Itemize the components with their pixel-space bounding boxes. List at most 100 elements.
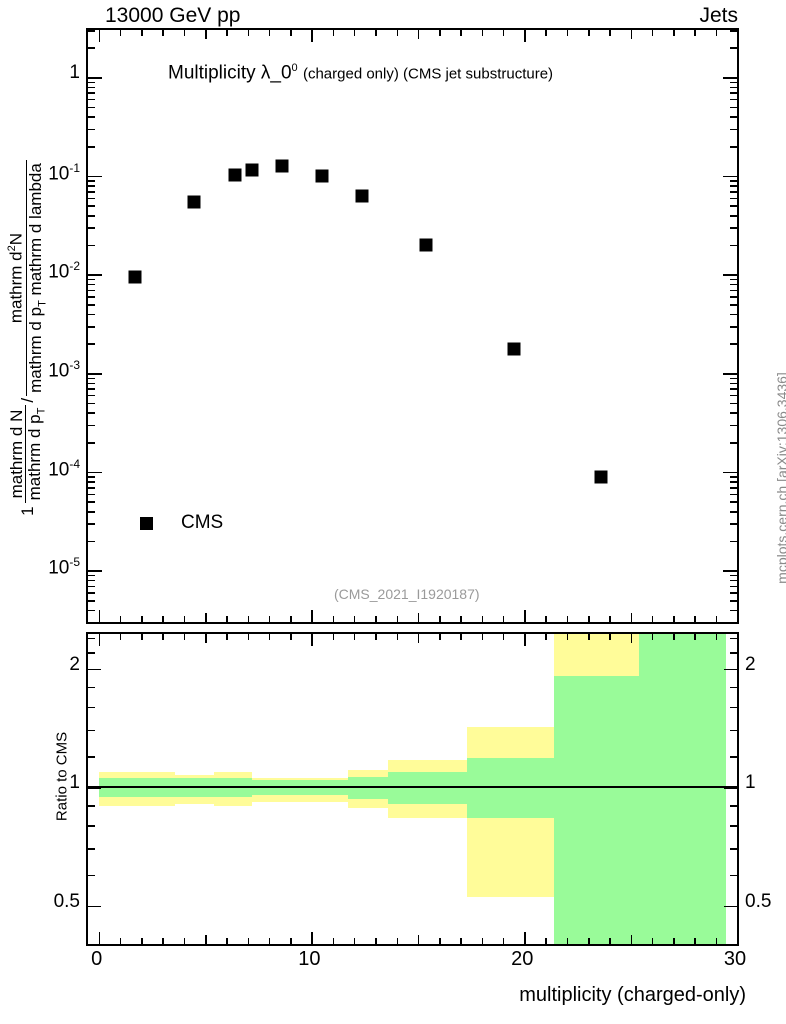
axis-tick (730, 205, 737, 207)
axis-tick (88, 146, 95, 148)
axis-tick (694, 634, 696, 640)
ratio-y-tick-label-left: 1 (69, 772, 80, 794)
y-axis-tick-label: 10-2 (48, 259, 80, 283)
axis-tick (724, 905, 737, 908)
axis-tick (630, 613, 633, 622)
ratio-y-tick-labels-left: 0.5 1 2 (28, 632, 80, 946)
axis-tick (651, 616, 654, 622)
axis-tick (162, 30, 164, 36)
legend-marker-cms (140, 516, 153, 530)
y-axis-tick-label: 10-5 (48, 555, 80, 579)
axis-tick (290, 30, 292, 36)
axis-tick (98, 610, 101, 622)
axis-tick (481, 938, 484, 944)
axis-tick (88, 77, 102, 79)
axis-tick (353, 634, 356, 640)
x-axis-tick-labels: 0 10 20 30 (86, 948, 746, 978)
axis-tick (524, 634, 526, 646)
axis-tick (730, 394, 737, 397)
axis-tick (730, 442, 737, 444)
axis-tick (396, 634, 399, 640)
axis-tick (332, 30, 335, 36)
axis-tick (311, 610, 313, 622)
axis-tick (88, 585, 95, 588)
axis-tick (98, 634, 101, 646)
axis-tick (730, 600, 737, 602)
axis-tick (88, 511, 95, 513)
axis-tick (183, 634, 186, 640)
axis-tick (673, 616, 675, 622)
x-axis-label: multiplicity (charged-only) (519, 984, 746, 1006)
data-point-marker (245, 163, 259, 177)
axis-tick (730, 326, 737, 328)
axis-tick (205, 613, 207, 622)
axis-tick (630, 30, 633, 39)
axis-tick (609, 634, 611, 640)
axis-tick (205, 30, 207, 39)
x-axis-tick-label: 30 (723, 948, 747, 970)
axis-tick (545, 616, 547, 622)
axis-tick (730, 574, 737, 577)
axis-tick (88, 412, 95, 414)
axis-tick (566, 634, 569, 640)
header-category: Jets (699, 4, 738, 27)
axis-tick (730, 622, 737, 624)
axis-tick (88, 313, 95, 316)
axis-tick (723, 175, 737, 178)
x-axis-tick-label: 10 (298, 948, 321, 970)
axis-tick (417, 935, 420, 944)
axis-tick (183, 616, 186, 622)
axis-tick (88, 652, 95, 654)
axis-tick (730, 652, 737, 654)
axis-tick (730, 756, 737, 758)
axis-tick (730, 825, 737, 827)
axis-tick (460, 30, 462, 36)
axis-tick (375, 616, 377, 622)
axis-tick (502, 634, 505, 640)
axis-tick (730, 493, 737, 496)
axis-tick (88, 729, 95, 732)
ratio-y-tick-label-left: 0.5 (53, 890, 80, 912)
axis-tick (651, 938, 654, 944)
axis-tick (88, 756, 95, 758)
axis-tick (715, 634, 718, 640)
axis-tick (88, 579, 95, 582)
data-point-marker (228, 168, 242, 182)
axis-tick (332, 634, 335, 640)
legend: CMS (140, 512, 223, 534)
axis-tick (730, 481, 737, 483)
axis-tick (730, 185, 737, 187)
axis-tick (730, 476, 737, 478)
axis-tick (730, 609, 737, 612)
axis-tick (460, 634, 462, 640)
axis-tick (353, 616, 356, 622)
y-axis-tick-label: 10-3 (48, 358, 80, 382)
axis-tick (88, 592, 95, 594)
axis-tick (715, 938, 718, 944)
axis-tick (730, 729, 737, 732)
ratio-y-tick-labels-right: 0.5 1 2 (745, 632, 786, 946)
axis-tick (730, 585, 737, 588)
axis-tick (730, 848, 737, 850)
axis-tick (88, 175, 102, 178)
axis-tick (481, 616, 484, 622)
y-axis-tick-labels: 1 10-1 10-2 10-3 10-4 10-5 (20, 28, 80, 624)
y-axis-label-num-2-sup: 2 (6, 245, 19, 252)
axis-tick (730, 98, 737, 101)
axis-tick (723, 77, 737, 79)
axis-tick (98, 932, 101, 944)
axis-tick (88, 244, 95, 247)
axis-tick (88, 30, 95, 32)
axis-tick (375, 30, 377, 36)
x-axis-tick-label: 20 (511, 948, 534, 970)
axis-tick (332, 938, 335, 944)
axis-tick (88, 805, 95, 807)
axis-tick (119, 938, 122, 944)
axis-tick (730, 540, 737, 543)
axis-tick (723, 274, 737, 276)
axis-tick (609, 938, 611, 944)
axis-tick (566, 616, 569, 622)
axis-tick (502, 616, 505, 622)
axis-tick (730, 805, 737, 807)
axis-tick (730, 278, 737, 281)
